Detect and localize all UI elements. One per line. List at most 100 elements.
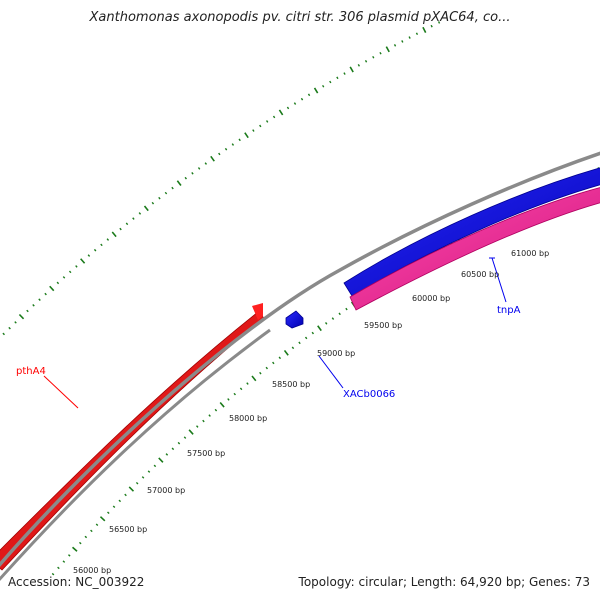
inner-ring-tick bbox=[135, 481, 139, 485]
bp-label-57500: 57500 bp bbox=[187, 449, 225, 458]
gene-label-XACb0066[interactable]: XACb0066 bbox=[343, 389, 395, 400]
inner-ring-tick bbox=[278, 356, 282, 360]
inner-ring-tick bbox=[219, 401, 225, 408]
outer-ring-tick bbox=[164, 191, 168, 195]
outer-ring-tick bbox=[401, 40, 404, 43]
outer-ring-tick bbox=[18, 313, 25, 320]
outer-ring-tick bbox=[231, 143, 235, 146]
outer-ring-tick bbox=[171, 186, 174, 190]
inner-ring-tick bbox=[158, 457, 164, 463]
inner-ring-tick bbox=[153, 464, 157, 468]
inner-ring-tick bbox=[147, 470, 151, 473]
outer-ring-tick bbox=[158, 196, 161, 200]
inner-ring-tick bbox=[177, 441, 181, 445]
outer-ring-tick bbox=[14, 321, 17, 324]
outer-ring-tick bbox=[259, 124, 262, 128]
bp-label-60500: 60500 bp bbox=[461, 270, 499, 279]
gene-feature-tnpA-band[interactable] bbox=[349, 185, 600, 311]
outer-ring-tick bbox=[184, 176, 188, 180]
outer-ring-tick bbox=[62, 276, 66, 279]
inner-ring-tick bbox=[183, 436, 187, 439]
inner-ring-tick bbox=[259, 371, 262, 375]
inner-ring-tick bbox=[304, 336, 308, 340]
outer-ring-tick bbox=[8, 326, 11, 330]
bp-label-59500: 59500 bp bbox=[364, 321, 402, 330]
bp-label-58000: 58000 bp bbox=[229, 414, 267, 423]
inner-ring-tick bbox=[202, 419, 205, 423]
callout-line-tnpA bbox=[491, 257, 507, 303]
inner-ring-tick bbox=[57, 566, 60, 570]
inner-ring-tick bbox=[124, 493, 127, 497]
outer-ring-tick bbox=[151, 201, 155, 205]
outer-ring-tick bbox=[364, 59, 368, 63]
callout-line-XACb0066 bbox=[318, 355, 344, 389]
inner-ring-tick bbox=[265, 366, 269, 370]
genome-summary-text: Topology: circular; Length: 64,920 bp; G… bbox=[298, 575, 590, 589]
bp-tick-labels: 56000 bp 56500 bp 57000 bp 57500 bp 5800… bbox=[73, 249, 549, 575]
inner-ring-tick bbox=[208, 414, 211, 417]
outer-ring-tick bbox=[38, 298, 41, 301]
outer-ring-tick bbox=[49, 285, 55, 292]
outer-ring-tick bbox=[430, 24, 433, 28]
bp-label-56500: 56500 bp bbox=[109, 525, 147, 534]
outer-ring-tick bbox=[238, 138, 241, 142]
inner-ring-tick bbox=[95, 523, 99, 527]
gene-feature-pthA4-arrowhead bbox=[252, 303, 263, 320]
inner-ring-tick bbox=[84, 535, 88, 539]
callout-line-pthA4 bbox=[43, 375, 79, 409]
inner-ring-tick bbox=[251, 375, 257, 382]
outer-ring-tick bbox=[278, 109, 284, 116]
outer-ring-tick bbox=[343, 72, 346, 75]
outer-ring-tick bbox=[422, 26, 427, 33]
inner-ring-tick bbox=[90, 529, 93, 533]
outer-ring-tick bbox=[408, 36, 411, 39]
inner-ring-tick bbox=[239, 387, 243, 391]
inner-ring-tick bbox=[311, 331, 315, 335]
outer-ring-tick bbox=[125, 222, 129, 226]
outer-ring-tick bbox=[322, 84, 325, 88]
outer-ring-tick bbox=[224, 147, 228, 151]
outer-ring-tick bbox=[437, 21, 441, 24]
outer-ring-tick bbox=[293, 102, 297, 105]
gene-feature-XACb0066[interactable] bbox=[285, 310, 304, 329]
outer-ring-tick bbox=[56, 281, 60, 285]
outer-ring-tick bbox=[106, 238, 110, 241]
outer-ring-tick bbox=[415, 32, 419, 36]
inner-ring-tick bbox=[51, 572, 55, 576]
inner-ring-tick bbox=[196, 425, 199, 428]
outer-ring-tick bbox=[329, 80, 332, 84]
gene-label-tnpA[interactable]: tnpA bbox=[497, 305, 521, 316]
bp-label-59000: 59000 bp bbox=[317, 349, 355, 358]
outer-ring-tick bbox=[68, 270, 72, 274]
outer-ring-tick bbox=[100, 243, 103, 247]
inner-ring-tick bbox=[67, 554, 71, 557]
outer-ring-tick bbox=[197, 167, 201, 170]
outer-ring-tick bbox=[372, 55, 375, 59]
outer-ring-tick bbox=[336, 76, 339, 80]
outer-ring-tick bbox=[132, 217, 135, 220]
bp-label-61000: 61000 bp bbox=[511, 249, 549, 258]
inner-ring-tick bbox=[345, 307, 348, 311]
inner-ring-tick bbox=[128, 486, 135, 492]
outer-ring-tick bbox=[75, 265, 78, 268]
outer-ring-tick bbox=[349, 66, 354, 73]
outer-ring-tick bbox=[210, 155, 215, 162]
bp-label-60000: 60000 bp bbox=[412, 294, 450, 303]
inner-ring-tick bbox=[246, 382, 249, 385]
map-title: Xanthomonas axonopodis pv. citri str. 30… bbox=[89, 10, 511, 25]
bp-label-57000: 57000 bp bbox=[147, 486, 185, 495]
outer-tick-ring bbox=[2, 21, 441, 336]
inner-ring-tick bbox=[324, 322, 328, 325]
inner-ring-tick bbox=[233, 392, 236, 396]
inner-ring-tick bbox=[71, 546, 78, 552]
accession-text: Accession: NC_003922 bbox=[8, 575, 145, 589]
outer-ring-tick bbox=[252, 129, 255, 132]
inner-ring-tick bbox=[227, 398, 230, 401]
inner-ring-tick bbox=[107, 511, 110, 515]
gene-label-pthA4[interactable]: pthA4 bbox=[16, 366, 46, 377]
inner-ring-tick bbox=[331, 317, 335, 320]
outer-ring-tick bbox=[138, 212, 142, 215]
outer-ring-tick bbox=[244, 132, 249, 139]
inner-ring-tick bbox=[112, 505, 116, 509]
